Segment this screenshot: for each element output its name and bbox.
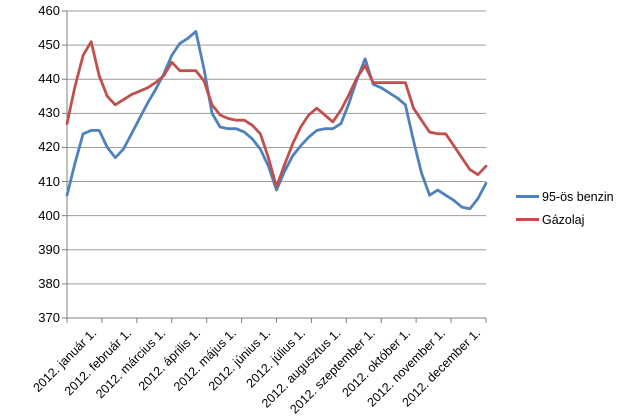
y-axis-label: 460: [38, 3, 60, 18]
legend-label-benzin: 95-ös benzin: [542, 189, 614, 204]
y-axis-label: 380: [38, 275, 60, 291]
legend-label-gazolaj: Gázolaj: [542, 212, 585, 227]
legend-line-gazolaj-icon: [516, 218, 539, 221]
y-axis-label: 400: [38, 207, 60, 223]
legend-item-benzin[interactable]: 95-ös benzin: [516, 185, 614, 208]
legend-item-gazolaj[interactable]: Gázolaj: [516, 208, 614, 231]
series-line-gazolaj[interactable]: [65, 40, 488, 189]
y-axis-label: 410: [38, 173, 60, 189]
series-line-benzin[interactable]: [65, 30, 488, 211]
legend-line-benzin-icon: [516, 195, 539, 198]
y-axis-label: 390: [38, 241, 60, 257]
y-axis-label: 440: [38, 71, 60, 87]
legend[interactable]: 95-ös benzin Gázolaj: [516, 185, 614, 231]
y-axis-label: 370: [38, 310, 60, 325]
y-axis-label: 430: [38, 105, 60, 121]
y-axis-label: 450: [38, 37, 60, 53]
y-axis-label: 420: [38, 139, 60, 155]
